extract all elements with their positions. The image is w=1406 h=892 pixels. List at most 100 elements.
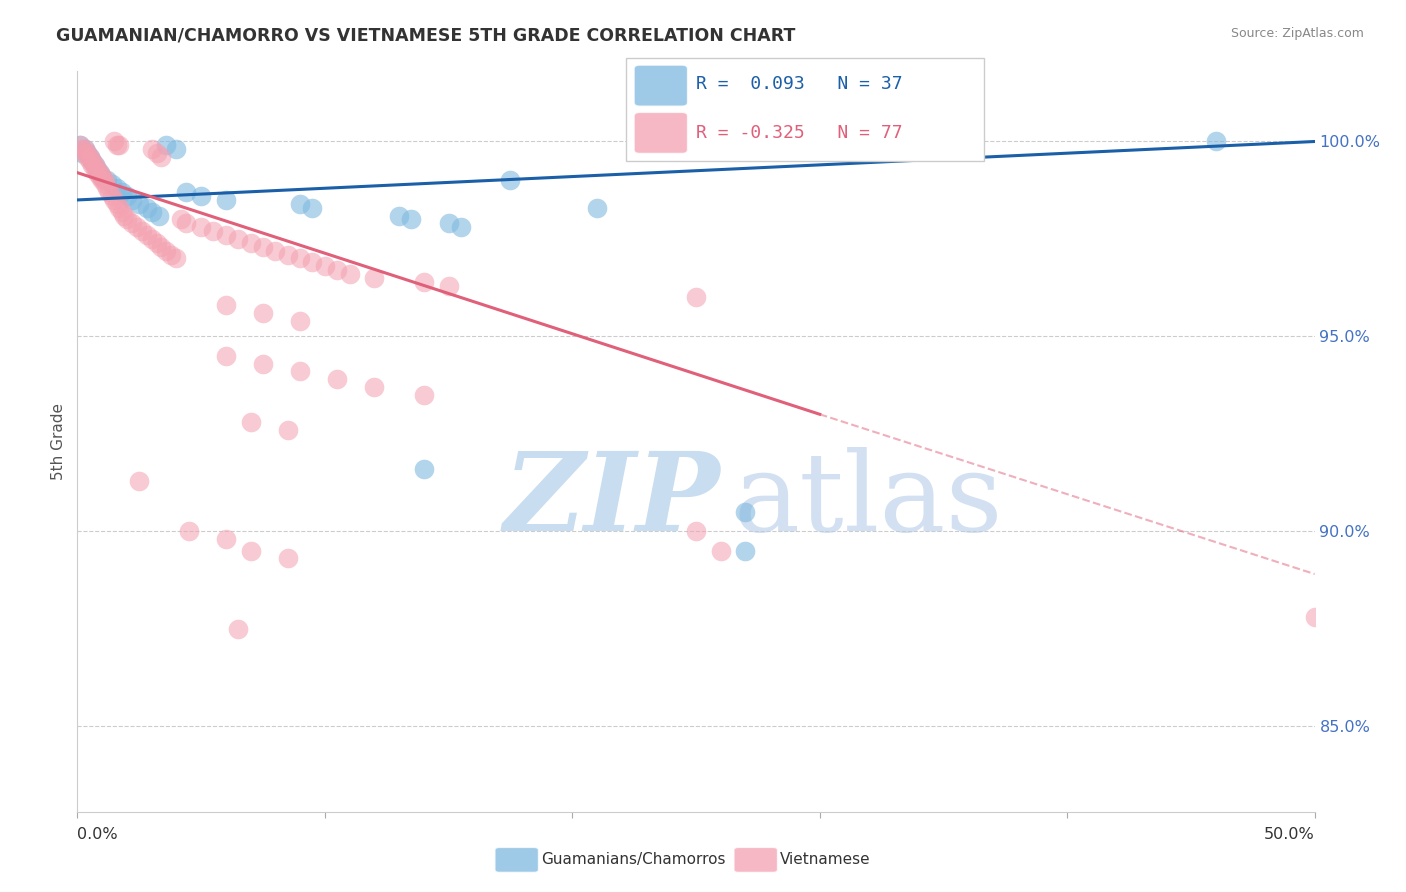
Point: [105, 181, 128, 195]
Point: [215, 193, 238, 207]
Point: [103, 193, 125, 207]
Point: [412, 462, 434, 476]
Point: [145, 235, 167, 250]
Text: ZIP: ZIP: [505, 447, 721, 555]
Point: [76, 150, 98, 164]
Point: [734, 543, 756, 558]
Point: [135, 227, 157, 242]
Point: [412, 388, 434, 402]
Text: atlas: atlas: [733, 447, 1002, 554]
Point: [363, 271, 385, 285]
Text: Vietnamese: Vietnamese: [780, 853, 870, 867]
Point: [339, 267, 361, 281]
Y-axis label: 5th Grade: 5th Grade: [51, 403, 66, 480]
Point: [76, 146, 98, 161]
Point: [499, 173, 522, 187]
Point: [437, 278, 460, 293]
Point: [105, 138, 128, 153]
Point: [288, 314, 311, 328]
Point: [128, 474, 150, 488]
Point: [277, 551, 299, 566]
Point: [115, 189, 138, 203]
Point: [125, 220, 148, 235]
Point: [128, 197, 150, 211]
Point: [252, 306, 274, 320]
Point: [108, 138, 131, 153]
Point: [91, 169, 114, 184]
Point: [586, 201, 609, 215]
Point: [112, 209, 135, 223]
Point: [215, 298, 238, 312]
Point: [103, 135, 125, 149]
Point: [89, 166, 111, 180]
Point: [145, 146, 167, 161]
Point: [155, 244, 177, 258]
Point: [301, 255, 323, 269]
Point: [226, 622, 249, 636]
Point: [288, 364, 311, 378]
Point: [82, 153, 104, 168]
Point: [734, 505, 756, 519]
Point: [165, 142, 187, 156]
Point: [148, 209, 170, 223]
Point: [190, 189, 212, 203]
Point: [450, 220, 472, 235]
Point: [121, 193, 143, 207]
Point: [326, 372, 349, 386]
Point: [79, 150, 101, 164]
Point: [239, 235, 262, 250]
Text: R = -0.325   N = 77: R = -0.325 N = 77: [696, 124, 903, 142]
Point: [69, 138, 91, 153]
Point: [215, 532, 238, 546]
Point: [174, 185, 197, 199]
Point: [150, 240, 173, 254]
Point: [264, 244, 287, 258]
Point: [141, 232, 163, 246]
Point: [215, 227, 238, 242]
Point: [79, 150, 101, 164]
Point: [91, 173, 114, 187]
Point: [165, 252, 187, 266]
Point: [69, 138, 91, 153]
Point: [141, 142, 163, 156]
Point: [135, 201, 157, 215]
Point: [121, 216, 143, 230]
Point: [363, 380, 385, 394]
Point: [131, 224, 153, 238]
Text: GUAMANIAN/CHAMORRO VS VIETNAMESE 5TH GRADE CORRELATION CHART: GUAMANIAN/CHAMORRO VS VIETNAMESE 5TH GRA…: [56, 27, 796, 45]
Point: [141, 204, 163, 219]
Point: [401, 212, 423, 227]
Point: [98, 185, 121, 199]
Point: [73, 142, 96, 156]
Point: [76, 146, 98, 161]
Point: [72, 142, 94, 156]
Point: [83, 158, 105, 172]
Point: [1303, 610, 1326, 624]
Point: [239, 543, 262, 558]
Point: [388, 209, 411, 223]
Point: [301, 201, 323, 215]
Point: [277, 247, 299, 261]
Text: Guamanians/Chamorros: Guamanians/Chamorros: [541, 853, 725, 867]
Point: [277, 423, 299, 437]
Point: [710, 543, 733, 558]
Point: [252, 240, 274, 254]
Point: [155, 138, 177, 153]
Point: [93, 173, 115, 187]
Point: [73, 146, 96, 161]
Point: [105, 197, 128, 211]
Point: [108, 201, 131, 215]
Point: [96, 173, 118, 187]
Point: [73, 142, 96, 156]
Point: [288, 252, 311, 266]
Point: [685, 524, 707, 538]
Point: [226, 232, 249, 246]
Text: R =  0.093   N = 37: R = 0.093 N = 37: [696, 75, 903, 93]
Point: [86, 166, 108, 180]
Point: [111, 185, 134, 199]
Point: [314, 259, 336, 273]
Point: [91, 169, 114, 184]
Point: [83, 161, 105, 176]
Point: [202, 224, 225, 238]
Point: [190, 220, 212, 235]
